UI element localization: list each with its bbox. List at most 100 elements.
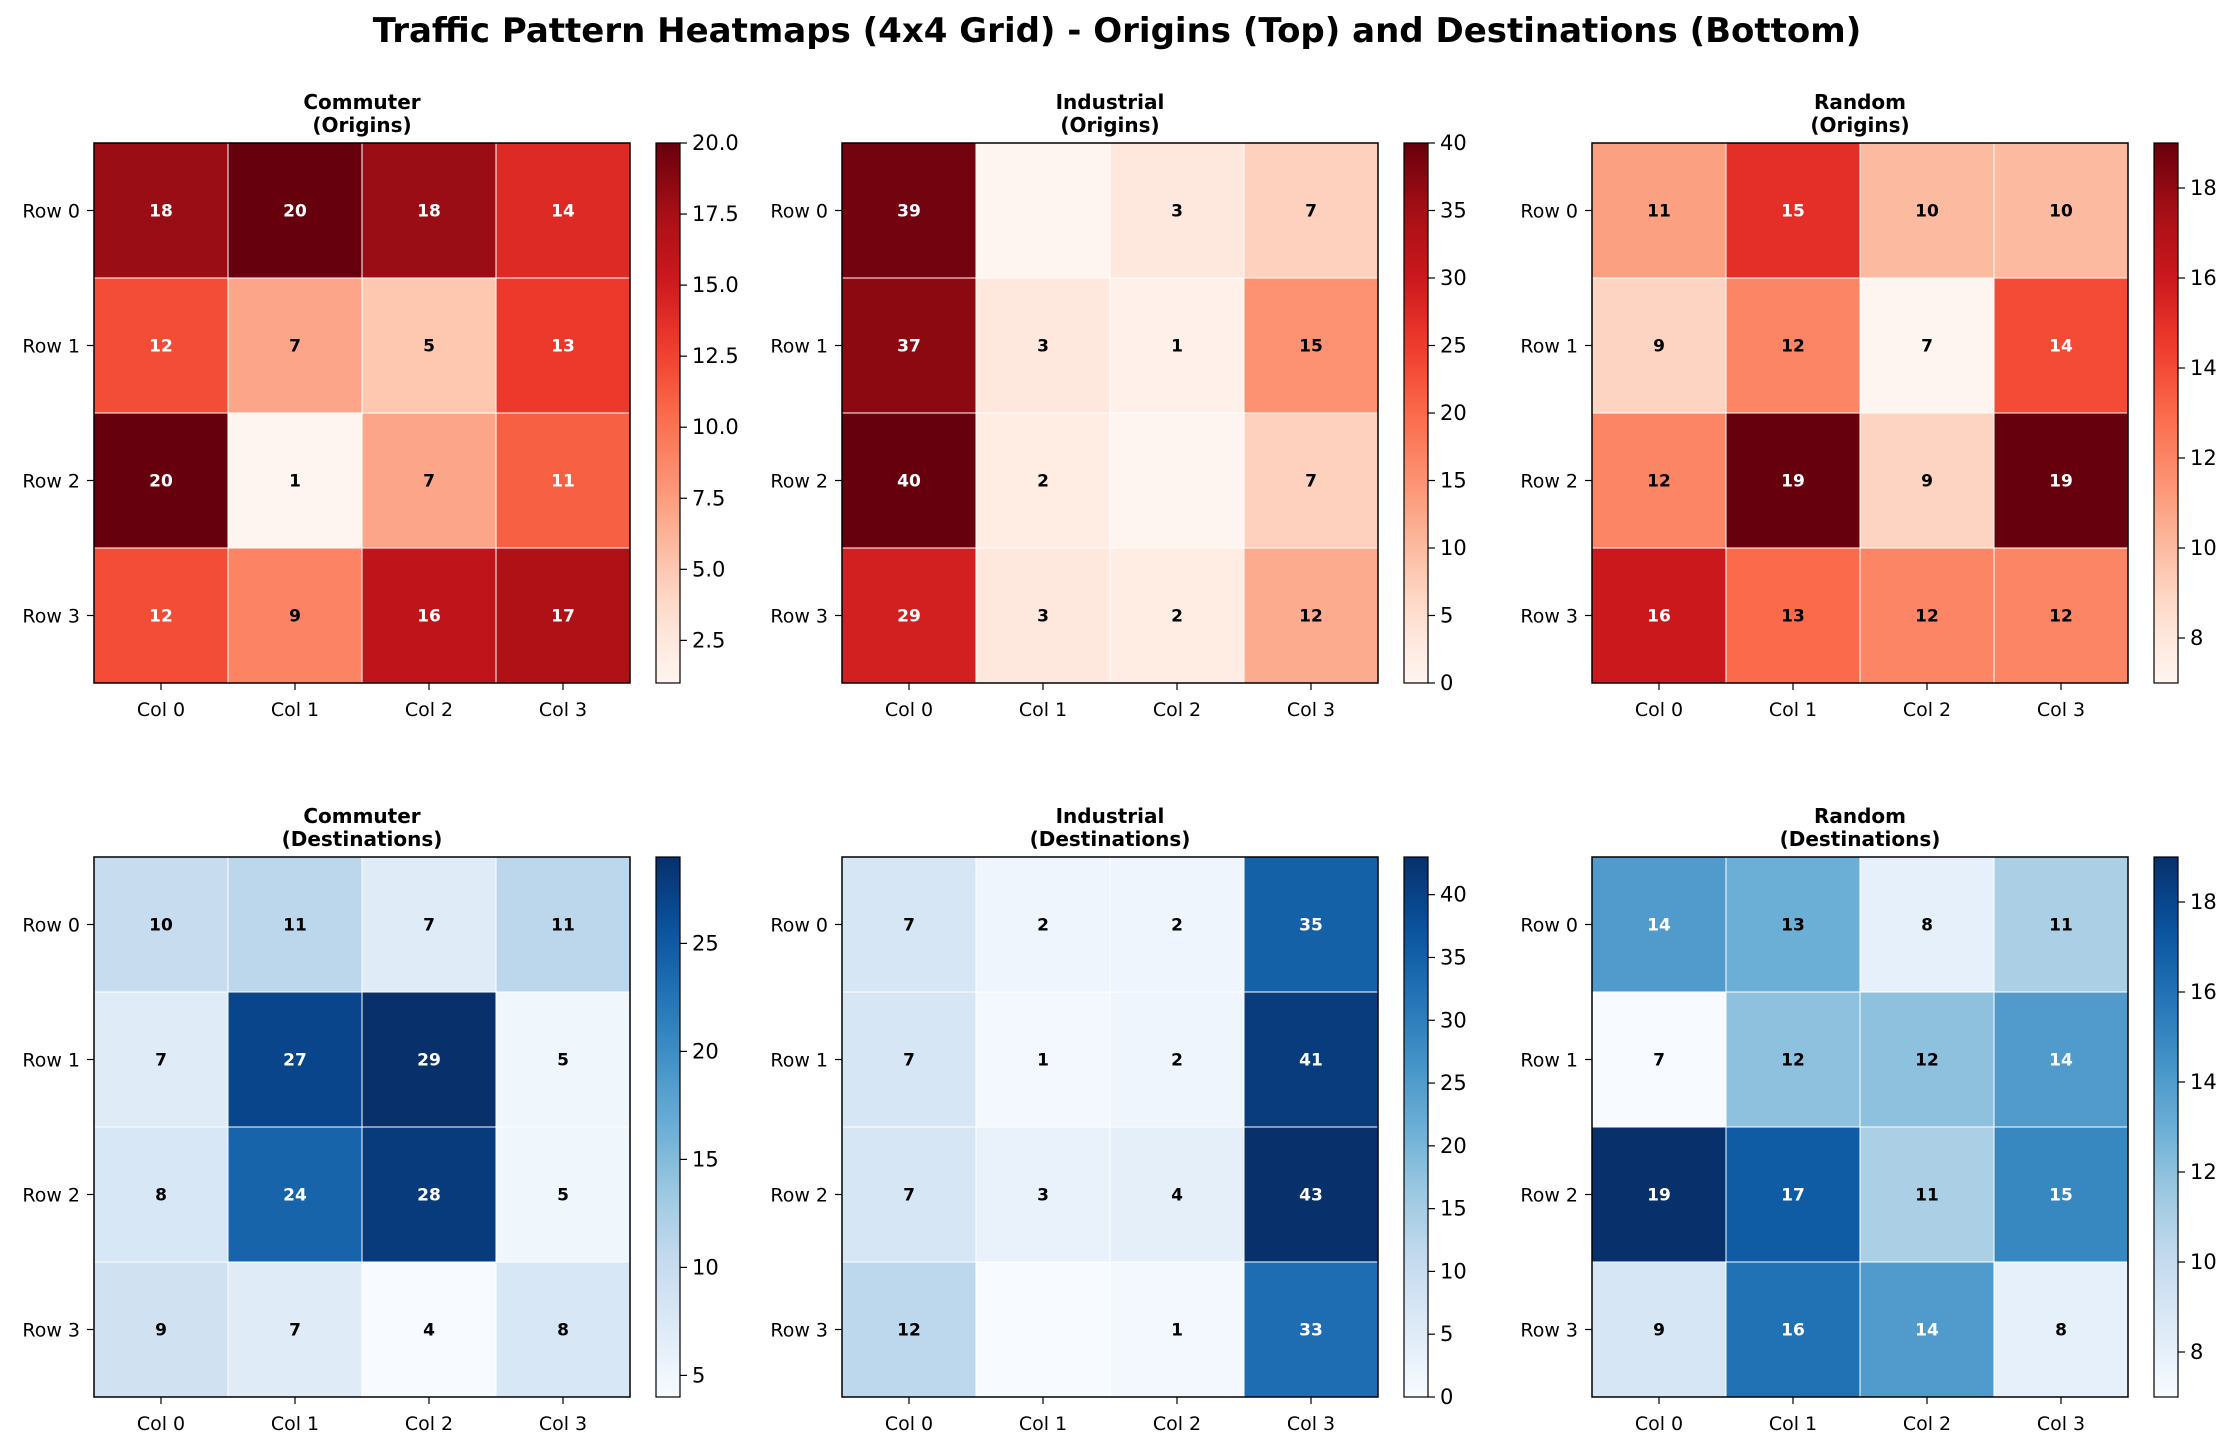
cell-value-label: 33 [1299, 1321, 1323, 1341]
cell-value-label: 24 [283, 1186, 307, 1206]
y-tick-label: Row 0 [22, 915, 80, 937]
colorbar-tick-label: 12 [2190, 446, 2217, 470]
cell-value-label: 18 [149, 202, 173, 222]
heatmap-cell [93, 142, 229, 279]
y-tick-label: Row 3 [1520, 606, 1578, 628]
heatmap-cell [93, 277, 229, 414]
colorbar-tick-label: 12.5 [692, 344, 739, 368]
cell-value-label: 11 [1915, 1186, 1939, 1206]
heatmap-cell [1859, 1261, 1995, 1398]
heatmap-cell [1109, 1126, 1245, 1263]
x-tick-label: Col 3 [1287, 699, 1335, 721]
x-tick-label: Col 0 [1635, 699, 1683, 721]
x-tick-label: Col 0 [885, 1413, 933, 1435]
colorbar-tick-label: 10 [1440, 536, 1467, 560]
y-tick-label: Row 1 [1520, 1050, 1578, 1072]
cell-value-label: 3 [1037, 337, 1049, 357]
cell-value-label: 10 [1915, 202, 1939, 222]
y-tick-label: Row 3 [22, 606, 80, 628]
y-tick-label: Row 0 [770, 201, 828, 223]
panel-subtitle: (Destinations) [282, 827, 443, 851]
heatmap-cell [1243, 142, 1379, 279]
cell-value-label: 19 [2049, 472, 2073, 492]
heatmap-cell [1725, 277, 1861, 414]
cell-value-label: 12 [1781, 337, 1805, 357]
heatmap-cell [975, 991, 1111, 1128]
cell-value-label: 2 [1037, 916, 1049, 936]
heatmap-cell [227, 1261, 363, 1398]
cell-value-label: 7 [155, 1051, 167, 1071]
y-tick-label: Row 2 [22, 1185, 80, 1207]
x-tick-label: Col 0 [885, 699, 933, 721]
cell-value-label: 12 [149, 607, 173, 627]
x-tick-label: Col 1 [1769, 699, 1817, 721]
heatmap-cell [1591, 991, 1727, 1128]
heatmap-cell [361, 547, 497, 684]
colorbar-tick-label: 10 [2190, 536, 2217, 560]
y-tick-label: Row 2 [1520, 471, 1578, 493]
colorbar-tick-label: 15 [1440, 469, 1467, 493]
cell-value-label: 12 [1915, 1051, 1939, 1071]
colorbar-tick-label: 35 [1440, 199, 1467, 223]
cell-value-label: 19 [1781, 472, 1805, 492]
panel-title: Random [1814, 90, 1906, 114]
heatmap-cell [495, 991, 631, 1128]
heatmap-cell [227, 277, 363, 414]
y-tick-label: Row 3 [1520, 1320, 1578, 1342]
plot-frame [1591, 142, 2129, 684]
colorbar-tick-label: 5 [1440, 604, 1453, 628]
cell-value-label: 4 [1171, 1186, 1183, 1206]
cell-value-label: 7 [423, 916, 435, 936]
cell-value-label: 15 [2049, 1186, 2073, 1206]
heatmap-cell [495, 412, 631, 549]
panel-subtitle: (Origins) [1810, 113, 1909, 137]
colorbar-tick-label: 8 [2190, 626, 2203, 650]
heatmap-panel: Random(Origins) 11 15 10 10 9 12 7 14 12 19 9 19 16 13… [1520, 90, 2216, 721]
plot-frame [1591, 856, 2129, 1398]
cell-value-label: 9 [155, 1321, 167, 1341]
heatmap-cell [841, 142, 977, 279]
heatmap-cell [93, 547, 229, 684]
colorbar-tick-label: 7.5 [692, 486, 725, 510]
cell-value-label: 29 [417, 1051, 441, 1071]
colorbar-tick-label: 5.0 [692, 557, 725, 581]
heatmap-cell [93, 1126, 229, 1263]
y-tick-label: Row 0 [22, 201, 80, 223]
cell-value-label: 12 [1647, 472, 1671, 492]
cell-value-label: 39 [897, 202, 921, 222]
y-tick-label: Row 1 [1520, 336, 1578, 358]
panel-title: Commuter [303, 90, 420, 114]
cell-value-label: 7 [423, 472, 435, 492]
colorbar-tick-label: 10 [2190, 1250, 2217, 1274]
heatmap-cell [361, 1126, 497, 1263]
cell-value-label: 10 [149, 916, 173, 936]
colorbar-tick-label: 20 [1440, 401, 1467, 425]
y-tick-label: Row 1 [22, 1050, 80, 1072]
cell-value-label: 8 [2055, 1321, 2067, 1341]
panel-title: Random [1814, 804, 1906, 828]
colorbar-tick-label: 30 [1440, 1008, 1467, 1032]
y-tick-label: Row 2 [770, 471, 828, 493]
cell-value-label: 12 [897, 1321, 921, 1341]
cell-value-label: 7 [1921, 337, 1933, 357]
cell-value-label: 11 [2049, 916, 2073, 936]
x-tick-label: Col 2 [1153, 699, 1201, 721]
cell-value-label: 37 [897, 337, 921, 357]
colorbar-tick-label: 15 [1440, 1197, 1467, 1221]
cell-value-label: 2 [1171, 607, 1183, 627]
cell-value-label: 5 [557, 1051, 569, 1071]
colorbar-tick-label: 0 [1440, 1385, 1453, 1409]
heatmap-cell [1243, 856, 1379, 993]
heatmap-cell [361, 1261, 497, 1398]
plot-frame [93, 856, 631, 1398]
colorbar-tick-label: 20.0 [692, 131, 739, 155]
y-tick-label: Row 3 [770, 606, 828, 628]
cell-value-label: 7 [1305, 202, 1317, 222]
heatmap-panel: Random(Destinations) 14 13 8 11 7 12 12 14 19 17 11… [1520, 804, 2216, 1435]
x-tick-label: Col 3 [539, 1413, 587, 1435]
y-tick-label: Row 2 [770, 1185, 828, 1207]
cell-value-label: 14 [1915, 1321, 1939, 1341]
cell-value-label: 8 [557, 1321, 569, 1341]
heatmap-cell [1993, 1261, 2129, 1398]
